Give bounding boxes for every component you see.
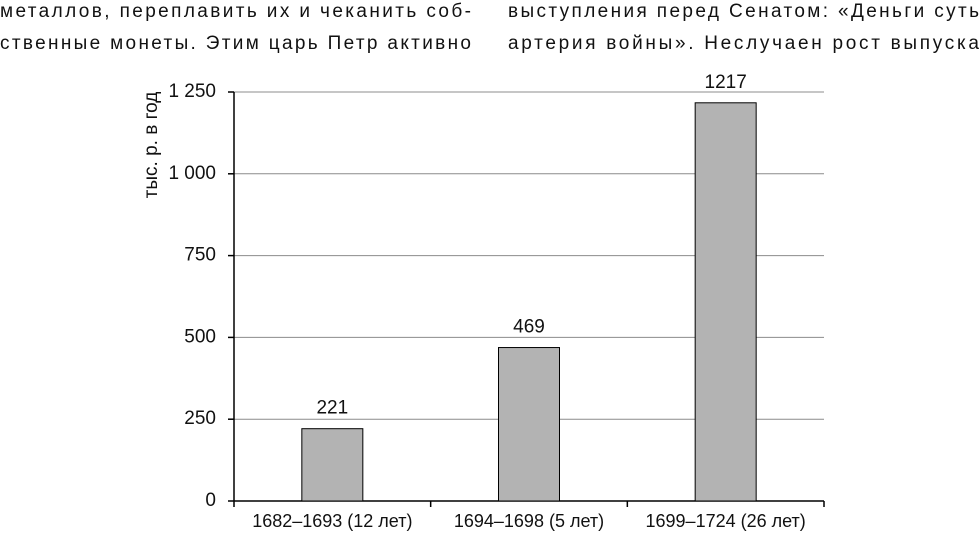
y-tick-label: 1 000	[168, 163, 216, 184]
y-tick-label: 1 250	[168, 81, 216, 102]
y-tick-label: 250	[184, 408, 216, 429]
y-tick-label: 0	[205, 490, 216, 511]
x-tick-label: 1682–1693 (12 лет)	[252, 511, 412, 531]
y-tick-label: 750	[184, 245, 216, 266]
x-tick-label: 1699–1724 (26 лет)	[646, 511, 806, 531]
body-text-line: артерия войны». Неслучаен рост выпуска	[508, 33, 979, 54]
bar	[301, 428, 364, 502]
data-label: 1217	[705, 72, 747, 93]
body-text-line: металлов, переплавить их и чеканить соб-	[0, 1, 471, 22]
y-axis-label: тыс. р. в год	[141, 92, 162, 199]
body-text-line: ственные монеты. Этим царь Петр активно	[0, 33, 471, 54]
body-text-line: выступления перед Сенатом: «Деньги суть	[508, 1, 979, 22]
data-label: 221	[316, 398, 348, 419]
y-tick-label: 500	[184, 326, 216, 347]
x-tick-label: 1694–1698 (5 лет)	[454, 511, 604, 531]
bar	[694, 102, 757, 502]
data-label: 469	[513, 317, 545, 338]
bar	[498, 347, 560, 502]
